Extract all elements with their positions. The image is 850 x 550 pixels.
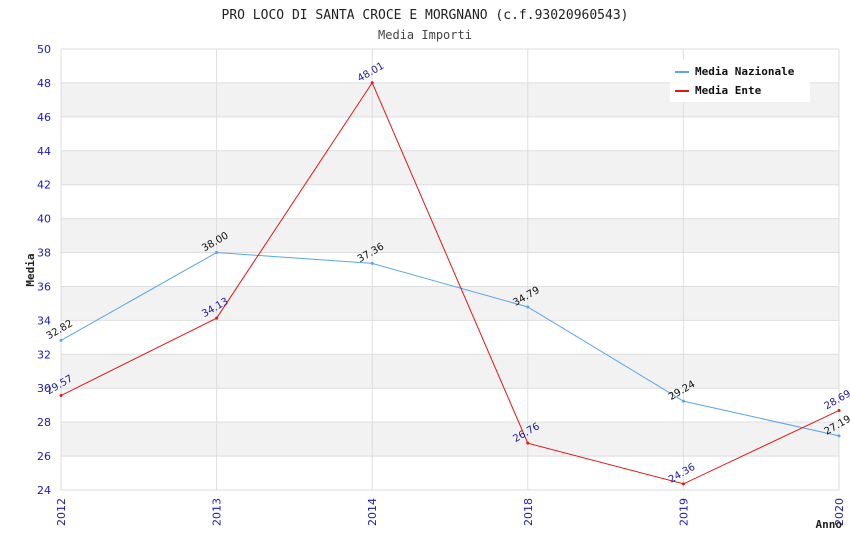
plot-band [61, 286, 839, 321]
x-tick-label: 2014 [366, 498, 379, 526]
legend: Media Nazionale Media Ente [670, 60, 810, 102]
plot-band [61, 354, 839, 389]
legend-label-media-nazionale: Media Nazionale [695, 65, 795, 78]
plot-band [61, 150, 839, 185]
x-tick-label: 2018 [522, 498, 535, 526]
y-tick-label: 30 [37, 382, 51, 395]
y-tick-label: 24 [37, 484, 51, 497]
y-tick-label: 40 [37, 213, 51, 226]
data-point-media-ente [837, 408, 841, 412]
data-point-media-nazionale [681, 399, 685, 403]
y-tick-label: 46 [37, 111, 51, 124]
plot-band [61, 218, 839, 253]
y-tick-label: 34 [37, 314, 51, 327]
x-gridlines [60, 49, 840, 490]
data-label-media-ente: 48.01 [356, 61, 386, 85]
x-tick-label: 2019 [677, 498, 690, 526]
data-label-media-ente: 29.57 [45, 373, 75, 397]
y-tick-label: 38 [37, 247, 51, 260]
data-point-media-nazionale [59, 338, 63, 342]
y-tick-label: 26 [37, 450, 51, 463]
data-point-media-nazionale [837, 434, 841, 438]
y-axis-ticks: 24 26 28 30 32 34 36 38 40 42 44 46 48 50 [37, 43, 51, 497]
plot-background [61, 82, 839, 457]
data-label-media-ente: 24.36 [667, 462, 697, 486]
y-gridlines [61, 48, 839, 491]
data-point-media-ente [215, 316, 219, 320]
data-point-media-nazionale [215, 251, 219, 255]
data-point-media-ente [59, 394, 63, 398]
data-point-media-ente [526, 441, 530, 445]
x-tick-label: 2013 [211, 498, 224, 526]
plot-band [61, 422, 839, 457]
y-tick-label: 48 [37, 77, 51, 90]
y-tick-label: 28 [37, 416, 51, 429]
y-tick-label: 36 [37, 280, 51, 293]
y-tick-label: 50 [37, 43, 51, 56]
x-tick-label: 2012 [55, 498, 68, 526]
x-axis-ticks: 2012 2013 2014 2018 2019 2020 [55, 498, 846, 526]
legend-box [670, 60, 810, 102]
chart-title: PRO LOCO DI SANTA CROCE E MORGNANO (c.f.… [222, 8, 629, 23]
data-label-media-ente: 28.69 [823, 388, 850, 412]
x-axis-label: Anno [816, 518, 843, 531]
y-tick-label: 44 [37, 145, 51, 158]
legend-label-media-ente: Media Ente [695, 84, 762, 97]
y-tick-label: 42 [37, 179, 51, 192]
data-point-media-nazionale [370, 261, 374, 265]
series-line-media-nazionale [60, 252, 840, 437]
chart-subtitle: Media Importi [378, 28, 472, 42]
y-tick-label: 32 [37, 348, 51, 361]
series-line-media-ente [60, 81, 840, 485]
series-lines [59, 81, 841, 486]
data-point-media-ente [681, 482, 685, 486]
y-axis-label: Media [24, 253, 37, 286]
data-point-media-nazionale [526, 305, 530, 309]
x-tick-label: 2020 [833, 498, 846, 526]
data-point-media-ente [370, 81, 374, 85]
